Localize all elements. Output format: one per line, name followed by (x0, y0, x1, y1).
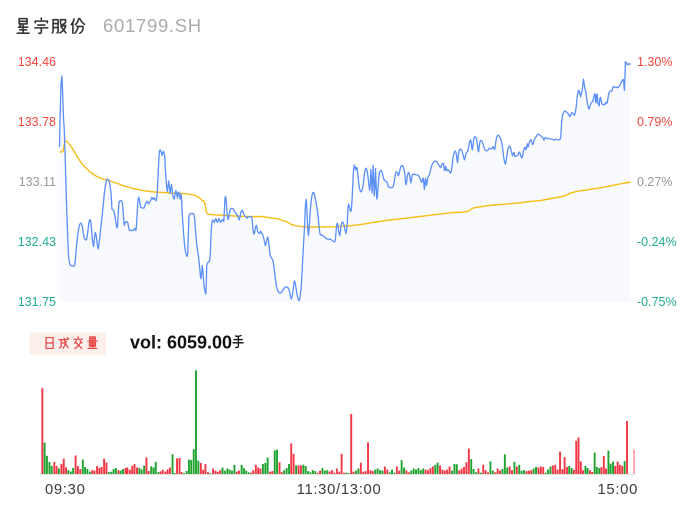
svg-text:-0.75%: -0.75% (637, 295, 677, 309)
svg-text:vol: 6059.00: vol: 6059.00 (130, 333, 232, 353)
svg-text:0.27%: 0.27% (637, 175, 672, 189)
svg-text:601799.SH: 601799.SH (103, 15, 202, 36)
svg-text:133.78: 133.78 (18, 115, 56, 129)
svg-text:15:00: 15:00 (597, 482, 638, 498)
svg-text:09:30: 09:30 (45, 482, 86, 498)
svg-text:131.75: 131.75 (18, 295, 56, 309)
svg-text:1.30%: 1.30% (637, 55, 672, 69)
svg-text:-0.24%: -0.24% (637, 235, 677, 249)
svg-text:11:30/13:00: 11:30/13:00 (297, 482, 382, 498)
svg-text:134.46: 134.46 (18, 55, 56, 69)
svg-text:132.43: 132.43 (18, 235, 56, 249)
svg-text:0.79%: 0.79% (637, 115, 672, 129)
svg-text:133.11: 133.11 (19, 175, 56, 189)
